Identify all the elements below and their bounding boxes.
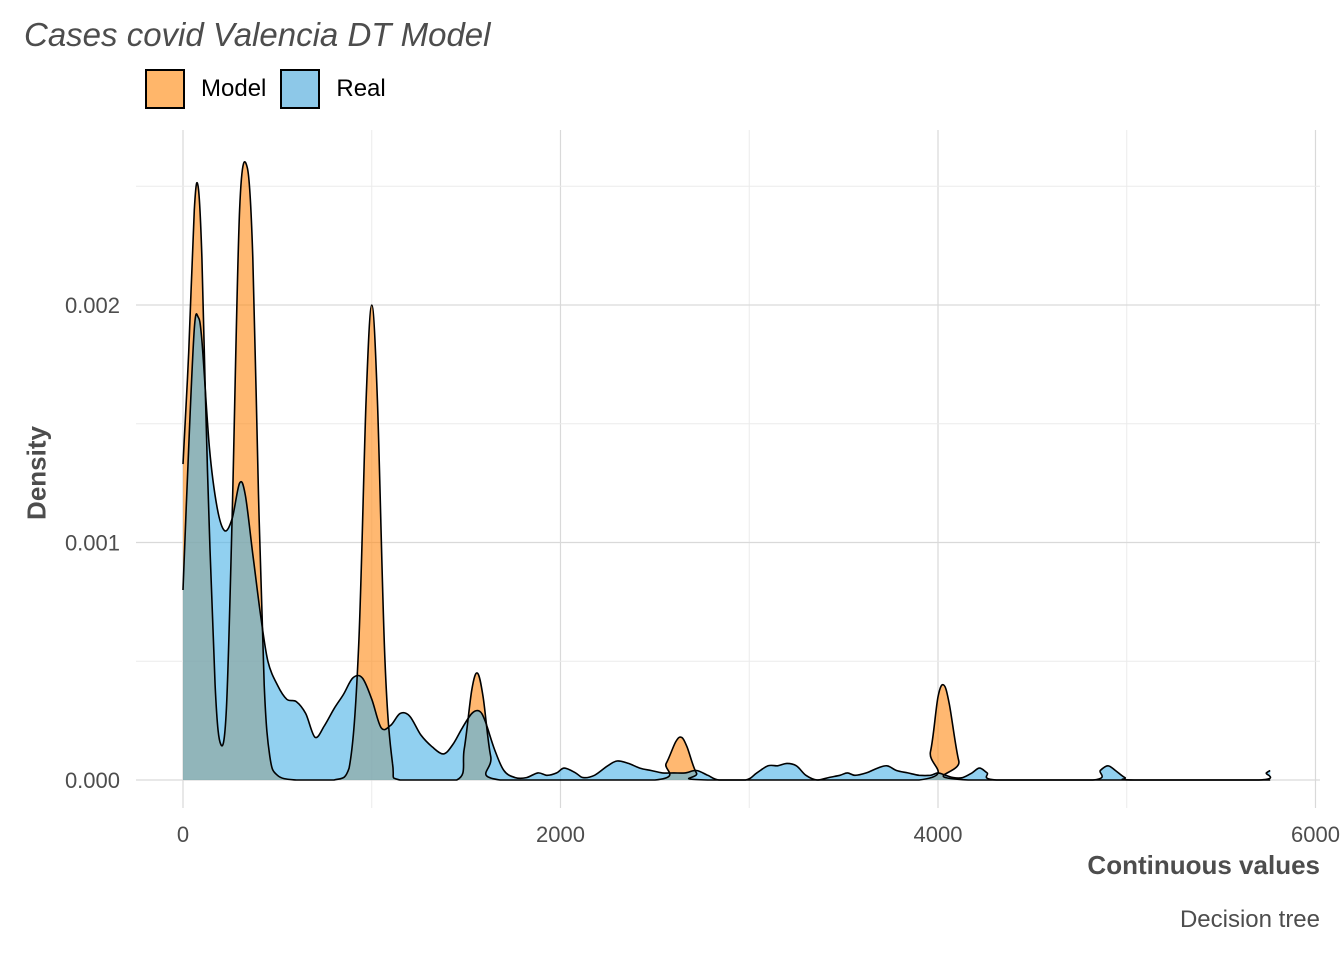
chart-title: Cases covid Valencia DT Model — [24, 16, 491, 53]
y-tick-label: 0.001 — [65, 531, 120, 556]
x-tick-label: 2000 — [536, 822, 585, 847]
y-tick-label: 0.000 — [65, 768, 120, 793]
density-line-real — [182, 313, 1272, 781]
grid — [136, 130, 1320, 808]
legend-label-model: Model — [201, 75, 267, 102]
chart-caption: Decision tree — [1179, 906, 1320, 933]
y-axis-label: Density — [21, 426, 52, 520]
legend: Model Real — [145, 66, 400, 112]
density-series — [182, 160, 1272, 781]
legend-swatch-model — [145, 69, 185, 109]
legend-item-real: Real — [280, 69, 386, 109]
x-axis-label: Continuous values — [1087, 850, 1320, 880]
density-area-real — [183, 313, 1271, 780]
x-tick-label: 0 — [177, 822, 189, 847]
axis-ticks: 0 2000 4000 6000 0.000 0.001 0.002 — [65, 293, 1340, 847]
x-tick-label: 4000 — [914, 822, 963, 847]
density-line-model — [182, 160, 1271, 781]
density-area-model — [183, 161, 1271, 780]
legend-item-model: Model — [145, 69, 266, 109]
legend-swatch-real — [280, 69, 321, 109]
y-tick-label: 0.002 — [65, 293, 120, 318]
x-tick-label: 6000 — [1291, 822, 1340, 847]
legend-label-real: Real — [336, 75, 386, 102]
